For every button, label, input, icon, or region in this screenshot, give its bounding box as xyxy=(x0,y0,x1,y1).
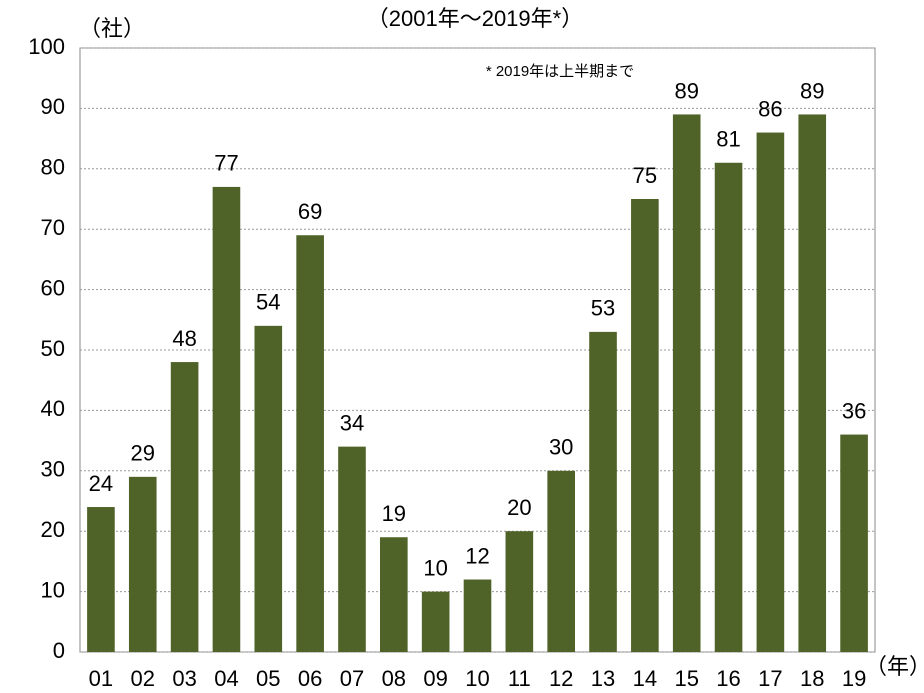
x-tick-label: 17 xyxy=(758,666,782,691)
value-label: 69 xyxy=(298,199,322,224)
x-tick-label: 13 xyxy=(591,666,615,691)
x-tick-label: 09 xyxy=(423,666,447,691)
bar xyxy=(714,162,743,652)
bar xyxy=(547,470,575,652)
value-label: 10 xyxy=(423,555,447,580)
bar xyxy=(505,531,534,652)
x-tick-label: 15 xyxy=(674,666,698,691)
value-label: 12 xyxy=(465,543,489,568)
value-label: 36 xyxy=(842,398,866,423)
bar xyxy=(840,434,868,652)
x-tick-label: 18 xyxy=(800,666,824,691)
bar xyxy=(631,199,659,652)
bar xyxy=(338,446,366,652)
bar xyxy=(672,114,701,652)
bar xyxy=(756,132,785,652)
x-tick-label: 19 xyxy=(842,666,866,691)
value-label: 86 xyxy=(758,96,782,121)
bar xyxy=(421,591,450,652)
value-label: 77 xyxy=(214,151,238,176)
bar xyxy=(170,362,199,652)
bar xyxy=(296,235,324,653)
bar xyxy=(212,186,241,653)
x-tick-label: 03 xyxy=(172,666,196,691)
bar xyxy=(87,507,115,652)
y-tick-label: 40 xyxy=(41,396,65,421)
value-label: 89 xyxy=(674,78,698,103)
bar xyxy=(798,114,827,652)
x-tick-label: 10 xyxy=(465,666,489,691)
y-tick-label: 70 xyxy=(41,215,65,240)
value-label: 19 xyxy=(382,501,406,526)
x-tick-label: 11 xyxy=(508,666,531,691)
x-tick-label: 16 xyxy=(716,666,740,691)
value-label: 75 xyxy=(633,163,657,188)
x-tick-label: 06 xyxy=(298,666,322,691)
x-tick-label: 14 xyxy=(633,666,657,691)
value-label: 29 xyxy=(131,441,155,466)
y-tick-label: 20 xyxy=(41,517,65,542)
value-label: 20 xyxy=(507,495,531,520)
y-tick-label: 50 xyxy=(41,336,65,361)
bar xyxy=(254,325,283,652)
x-tick-label: 08 xyxy=(382,666,406,691)
annotation: * 2019年は上半期まで xyxy=(486,63,634,80)
x-tick-label: 02 xyxy=(131,666,155,691)
y-tick-label: 100 xyxy=(28,34,65,59)
y-tick-label: 80 xyxy=(41,155,65,180)
value-label: 54 xyxy=(256,290,280,315)
y-tick-label: 10 xyxy=(41,577,65,602)
value-label: 34 xyxy=(340,410,364,435)
value-label: 24 xyxy=(89,471,113,496)
x-tick-label: 04 xyxy=(214,666,238,691)
bar xyxy=(589,331,617,652)
bar xyxy=(380,537,408,652)
chart-title: （2001年～2019年*） xyxy=(367,6,583,31)
x-tick-label: 07 xyxy=(340,666,364,691)
y-tick-label: 60 xyxy=(41,275,65,300)
y-tick-label: 90 xyxy=(41,94,65,119)
y-tick-label: 30 xyxy=(41,457,65,482)
value-label: 89 xyxy=(800,78,824,103)
value-label: 53 xyxy=(591,296,615,321)
x-tick-label: 05 xyxy=(256,666,280,691)
value-label: 30 xyxy=(549,435,573,460)
bar xyxy=(128,476,157,652)
value-label: 81 xyxy=(716,127,740,152)
value-label: 48 xyxy=(172,326,196,351)
y-tick-label: 0 xyxy=(53,638,65,663)
bar xyxy=(463,579,492,652)
x-tick-label: 12 xyxy=(549,666,573,691)
y-axis-label: （社） xyxy=(79,16,145,41)
x-tick-label: 01 xyxy=(89,666,113,691)
x-axis-label: （年） xyxy=(865,654,924,679)
